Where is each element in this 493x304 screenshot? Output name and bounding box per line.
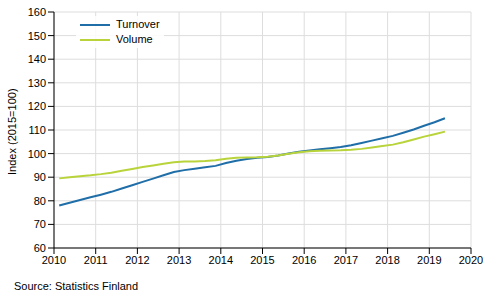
svg-text:60: 60 [34,242,46,254]
svg-text:90: 90 [34,171,46,183]
svg-text:70: 70 [34,218,46,230]
svg-text:110: 110 [28,124,46,136]
svg-text:80: 80 [34,195,46,207]
svg-text:130: 130 [28,77,46,89]
svg-text:2015: 2015 [250,254,274,266]
svg-text:Index (2015=100): Index (2015=100) [8,88,18,175]
svg-text:2020: 2020 [459,254,483,266]
svg-text:140: 140 [28,53,46,65]
svg-text:2011: 2011 [84,254,108,266]
svg-text:120: 120 [28,100,46,112]
svg-text:2019: 2019 [417,254,441,266]
svg-text:2010: 2010 [42,254,66,266]
html-text:Source: Statistics Finland: Source: Statistics Finland [14,280,139,292]
svg-text:150: 150 [28,30,46,42]
html-text:Turnover: Turnover [116,18,160,30]
svg-text:2014: 2014 [209,254,233,266]
svg-text:160: 160 [28,6,46,18]
svg-text:100: 100 [28,148,46,160]
svg-text:2012: 2012 [125,254,149,266]
svg-text:2018: 2018 [375,254,399,266]
svg-text:2017: 2017 [334,254,358,266]
svg-text:2016: 2016 [292,254,316,266]
svg-text:2013: 2013 [167,254,191,266]
html-text:Volume: Volume [116,33,153,45]
